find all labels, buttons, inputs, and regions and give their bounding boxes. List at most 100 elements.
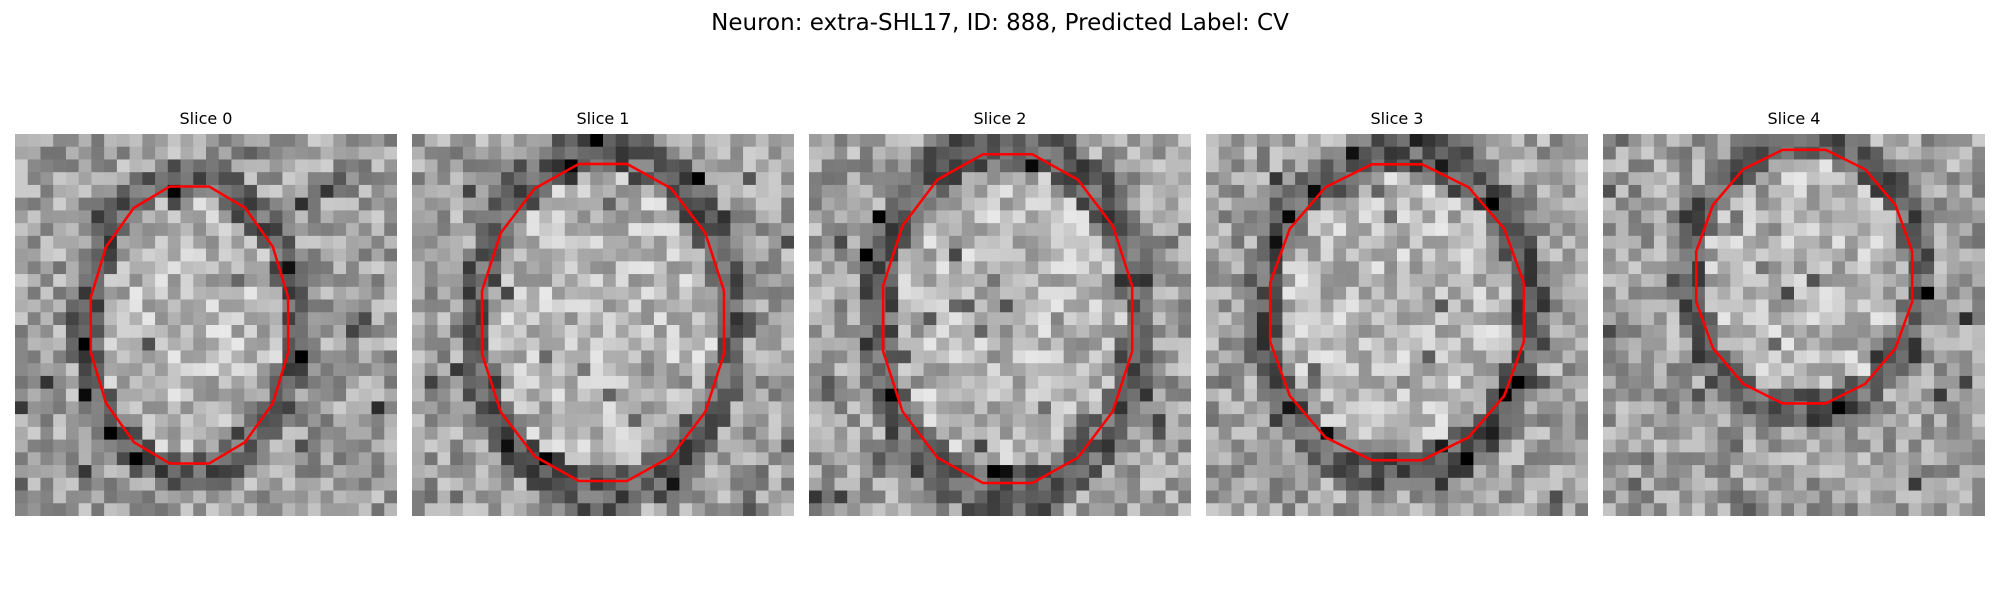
pixel bbox=[603, 134, 617, 148]
pixel bbox=[590, 363, 604, 377]
pixel bbox=[1832, 312, 1846, 326]
pixel bbox=[872, 401, 886, 415]
pixel bbox=[1704, 503, 1718, 516]
pixel bbox=[371, 375, 385, 390]
pixel bbox=[104, 439, 118, 453]
pixel bbox=[1025, 223, 1039, 237]
pixel bbox=[910, 401, 924, 415]
pixel bbox=[1178, 223, 1191, 237]
pixel bbox=[1000, 172, 1014, 186]
pixel bbox=[295, 375, 309, 390]
pixel bbox=[615, 375, 629, 390]
pixel bbox=[653, 325, 668, 339]
pixel bbox=[1244, 465, 1258, 479]
pixel bbox=[27, 223, 41, 237]
pixel bbox=[116, 184, 130, 199]
pixel bbox=[1832, 197, 1846, 211]
pixel bbox=[923, 363, 937, 377]
pixel bbox=[1844, 350, 1859, 364]
pixel bbox=[78, 477, 92, 491]
pixel bbox=[1050, 350, 1065, 364]
pixel bbox=[590, 401, 604, 415]
pixel bbox=[1269, 210, 1283, 224]
pixel bbox=[1244, 235, 1258, 249]
pixel bbox=[1692, 439, 1706, 453]
pixel bbox=[1562, 375, 1576, 390]
pixel bbox=[1692, 274, 1706, 288]
pixel bbox=[1895, 248, 1909, 262]
pixel bbox=[768, 503, 782, 516]
pixel bbox=[859, 414, 874, 428]
pixel bbox=[206, 146, 220, 160]
pixel bbox=[641, 312, 655, 326]
pixel bbox=[78, 146, 92, 160]
pixel bbox=[1346, 197, 1360, 211]
pixel bbox=[717, 261, 731, 275]
pixel bbox=[539, 261, 553, 275]
pixel bbox=[53, 477, 67, 491]
pixel bbox=[1972, 248, 1985, 262]
pixel bbox=[847, 172, 861, 186]
pixel bbox=[15, 134, 29, 148]
pixel bbox=[1641, 350, 1655, 364]
pixel bbox=[859, 134, 874, 148]
pixel bbox=[1972, 197, 1985, 211]
pixel bbox=[1371, 439, 1385, 453]
pixel bbox=[1704, 414, 1718, 428]
pixel bbox=[1050, 172, 1065, 186]
pixel bbox=[1038, 286, 1052, 300]
pixel bbox=[282, 503, 296, 516]
pixel bbox=[1666, 210, 1680, 224]
pixel bbox=[462, 274, 477, 288]
pixel bbox=[1178, 159, 1191, 173]
pixel bbox=[371, 490, 385, 504]
pixel bbox=[1422, 261, 1436, 275]
pixel bbox=[1562, 134, 1576, 148]
pixel bbox=[1946, 235, 1960, 249]
pixel bbox=[923, 286, 937, 300]
pixel bbox=[809, 490, 823, 504]
pixel bbox=[65, 452, 80, 466]
pixel bbox=[1641, 286, 1655, 300]
pixel bbox=[40, 286, 54, 300]
pixel bbox=[1692, 325, 1706, 339]
pixel bbox=[282, 248, 296, 262]
pixel bbox=[539, 197, 553, 211]
pixel bbox=[1857, 274, 1871, 288]
pixel bbox=[91, 146, 105, 160]
pixel bbox=[1358, 223, 1372, 237]
pixel bbox=[1206, 477, 1220, 491]
pixel bbox=[834, 375, 848, 390]
pixel bbox=[704, 184, 718, 199]
pixel bbox=[1794, 235, 1808, 249]
pixel bbox=[40, 312, 54, 326]
pixel bbox=[1282, 159, 1296, 173]
pixel bbox=[936, 465, 950, 479]
pixel bbox=[615, 337, 629, 351]
pixel bbox=[564, 337, 578, 351]
pixel bbox=[1743, 426, 1757, 440]
pixel bbox=[1165, 248, 1179, 262]
pixel bbox=[27, 401, 41, 415]
pixel bbox=[501, 274, 515, 288]
pixel bbox=[1537, 414, 1551, 428]
pixel bbox=[1641, 337, 1655, 351]
pixel bbox=[898, 235, 912, 249]
pixel bbox=[1038, 248, 1052, 262]
pixel bbox=[1575, 426, 1588, 440]
pixel bbox=[552, 184, 566, 199]
pixel bbox=[885, 350, 899, 364]
pixel bbox=[1346, 210, 1360, 224]
pixel bbox=[1012, 465, 1026, 479]
pixel bbox=[462, 159, 477, 173]
pixel bbox=[577, 274, 591, 288]
pixel bbox=[1562, 235, 1576, 249]
pixel bbox=[1101, 134, 1115, 148]
pixel bbox=[1000, 261, 1014, 275]
pixel bbox=[859, 325, 874, 339]
pixel bbox=[1959, 490, 1973, 504]
pixel bbox=[295, 503, 309, 516]
pixel bbox=[936, 223, 950, 237]
pixel bbox=[1653, 197, 1668, 211]
pixel bbox=[475, 146, 489, 160]
